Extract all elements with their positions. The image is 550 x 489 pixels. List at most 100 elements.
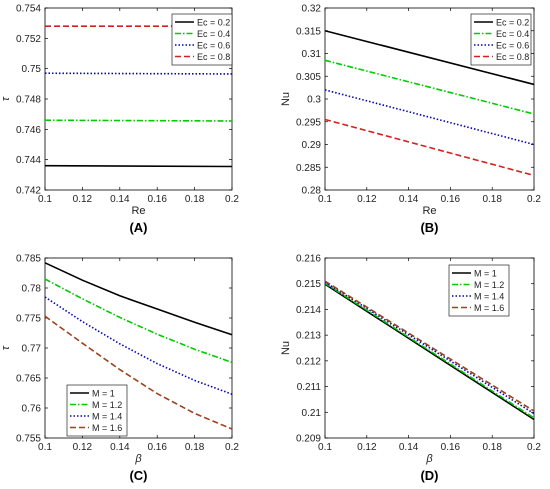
x-tick-label: 0.2 [225,194,239,205]
y-tick-label: 0.76 [22,404,42,415]
panel-a: 0.1 0.12 0.14 0.16 0.18 0.2 0.742 0.744 0.746 0.7… [0,4,239,236]
y-tick-label: 0.78 [22,284,42,295]
y-axis-label: Nu [280,341,292,355]
y-tick-label: 0.3 [307,95,321,106]
y-tick-label: 0.211 [297,382,322,393]
x-tick-label: 0.18 [185,194,205,205]
x-axis-label: Re [131,205,145,217]
x-tick-label: 0.14 [399,194,419,205]
x-axis-label: β [425,453,433,465]
y-tick-label: 0.295 [296,117,321,128]
x-tick-label: 0.1 [38,442,52,453]
legend-entry-label: M = 1.4 [92,411,122,421]
legend-entry-label: Ec = 0.8 [197,52,230,62]
series-line-1 [324,29,535,86]
legend: Ec = 0.2 Ec = 0.4Ec = 0.6 Ec = 0.8 [470,13,532,66]
series-line-2 [44,119,233,122]
series-line-3 [324,281,535,415]
legend: M = 1 M = 1.2M = 1.4 M = 1.6 [66,384,128,437]
panel-label: (A) [129,220,147,235]
y-tick-label: 0.755 [16,434,41,445]
y-tick-label: 0.214 [296,305,321,316]
x-tick-label: 0.18 [185,442,205,453]
x-tick-label: 0.2 [527,442,541,453]
y-tick-label: 0.765 [16,374,41,385]
legend-entry-label: M = 1.6 [92,423,122,433]
panel-c: 0.1 0.12 0.14 0.16 0.18 0.2 0.755 0.76 0.765 0.77… [0,254,239,484]
x-tick-label: 0.2 [527,194,541,205]
series-line-3 [324,89,535,146]
series-line-1 [324,283,535,421]
series-line-2 [324,282,535,419]
x-tick-label: 0.14 [110,194,130,205]
legend-entry-label: Ec = 0.6 [197,40,230,50]
x-tick-label: 0.16 [147,442,167,453]
y-tick-label: 0.315 [296,26,321,37]
y-tick-label: 0.32 [302,4,322,15]
x-axis-label: Re [422,205,436,217]
panel-label: (B) [420,220,438,235]
panel-label: (C) [129,468,147,483]
series-line-1 [44,262,233,336]
y-tick-label: 0.754 [16,4,41,15]
x-tick-label: 0.1 [318,442,332,453]
series-line-1 [44,164,233,168]
y-tick-label: 0.75 [22,64,42,75]
legend-entry-label: M = 1.2 [474,280,504,290]
x-tick-label: 0.14 [399,442,419,453]
y-tick-label: 0.216 [296,254,321,265]
y-tick-label: 0.742 [16,186,41,197]
y-tick-label: 0.215 [296,279,321,290]
y-axis-label: τ [0,345,12,350]
y-tick-label: 0.775 [16,314,41,325]
y-tick-label: 0.746 [16,125,41,136]
y-tick-label: 0.77 [22,344,42,355]
legend-entry-label: M = 1.2 [92,400,122,410]
legend-entry-label: Ec = 0.6 [496,40,529,50]
x-tick-label: 0.12 [73,442,93,453]
y-tick-label: 0.752 [16,34,41,45]
legend-entry-label: Ec = 0.8 [496,52,529,62]
x-axis-label: β [134,453,142,465]
series-line-4 [44,315,233,430]
y-tick-label: 0.29 [302,140,322,151]
x-tick-label: 0.16 [441,442,461,453]
series-line-4 [324,280,535,412]
x-tick-label: 0.18 [482,442,502,453]
x-tick-label: 0.12 [73,194,93,205]
y-axis-label: τ [0,96,12,101]
panel-d: 0.1 0.12 0.14 0.16 0.18 0.2 0.209 0.21 0.211 0.21… [280,254,541,484]
x-tick-label: 0.18 [482,194,502,205]
y-tick-label: 0.21 [302,408,322,419]
panel-label: (D) [420,468,438,483]
legend-entry-label: Ec = 0.2 [197,17,230,27]
panel-b: 0.1 0.12 0.14 0.16 0.18 0.2 0.28 0.285 0.29 0.295… [280,4,541,236]
y-tick-label: 0.31 [302,49,322,60]
legend: Ec = 0.2 Ec = 0.4Ec = 0.6 Ec = 0.8 [171,13,233,66]
series-line-2 [44,278,233,364]
x-tick-label: 0.12 [357,442,377,453]
legend-entry-label: M = 1.6 [474,303,504,313]
legend-entry-label: M = 1 [474,268,497,278]
y-tick-label: 0.785 [16,254,41,265]
legend-entry-label: M = 1 [92,388,115,398]
series-line-3 [44,296,233,395]
legend-entry-label: Ec = 0.4 [197,29,230,39]
y-tick-label: 0.212 [296,356,321,367]
y-axis-label: Nu [280,92,292,106]
x-tick-label: 0.16 [147,194,167,205]
y-tick-label: 0.209 [296,434,321,445]
y-tick-label: 0.305 [296,72,321,83]
y-tick-label: 0.748 [16,95,41,106]
x-tick-label: 0.12 [357,194,377,205]
x-tick-label: 0.1 [318,194,332,205]
legend-entry-label: Ec = 0.4 [496,29,529,39]
series-line-4 [324,118,535,177]
legend-entry-label: M = 1.4 [474,291,504,301]
y-tick-label: 0.28 [302,186,322,197]
x-tick-label: 0.1 [38,194,52,205]
y-tick-label: 0.285 [296,163,321,174]
y-tick-label: 0.213 [296,331,321,342]
x-tick-label: 0.2 [225,442,239,453]
